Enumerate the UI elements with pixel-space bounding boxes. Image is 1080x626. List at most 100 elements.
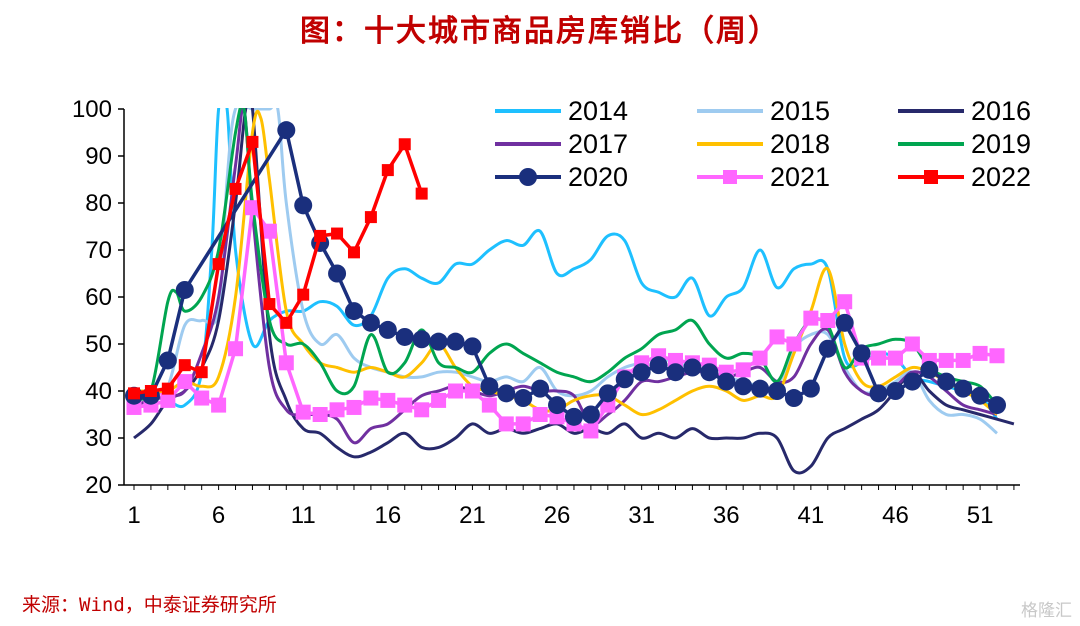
data-point bbox=[158, 351, 177, 370]
data-point bbox=[412, 330, 431, 349]
data-point bbox=[464, 383, 480, 399]
data-point bbox=[294, 196, 313, 215]
data-point bbox=[801, 379, 820, 398]
data-point bbox=[194, 390, 210, 406]
data-point bbox=[938, 352, 954, 368]
data-point bbox=[261, 223, 277, 239]
data-point bbox=[615, 370, 634, 389]
data-point bbox=[328, 264, 347, 283]
data-point bbox=[161, 382, 174, 395]
x-tick-label: 11 bbox=[291, 502, 316, 529]
y-tick-label: 20 bbox=[85, 472, 112, 499]
legend-label: 2021 bbox=[770, 162, 830, 192]
data-point bbox=[347, 246, 360, 259]
series-2022 bbox=[128, 135, 428, 400]
data-point bbox=[448, 383, 464, 399]
data-point bbox=[195, 366, 208, 379]
x-tick-label: 41 bbox=[798, 502, 825, 529]
data-point bbox=[175, 280, 194, 299]
legend-item-2022: 2022 bbox=[898, 162, 1031, 192]
data-point bbox=[395, 327, 414, 346]
data-point bbox=[397, 397, 413, 413]
data-point bbox=[548, 396, 567, 415]
data-point bbox=[211, 397, 227, 413]
legend-item-2019: 2019 bbox=[898, 129, 1031, 159]
data-point bbox=[314, 229, 327, 242]
legend-item-2016: 2016 bbox=[898, 96, 1031, 126]
legend-item-2018: 2018 bbox=[697, 129, 830, 159]
data-point bbox=[463, 337, 482, 356]
data-point bbox=[632, 363, 651, 382]
x-tick-label: 26 bbox=[544, 502, 571, 529]
data-point bbox=[955, 352, 971, 368]
watermark: 格隆汇 bbox=[1021, 601, 1072, 621]
data-point bbox=[583, 423, 599, 439]
data-point bbox=[178, 359, 191, 372]
data-point bbox=[988, 396, 1006, 415]
series-layer bbox=[125, 108, 1015, 475]
data-point bbox=[581, 405, 600, 424]
legend-label: 2014 bbox=[568, 96, 628, 126]
legend-label: 2022 bbox=[971, 162, 1031, 192]
data-point bbox=[429, 332, 448, 351]
data-point bbox=[752, 350, 768, 366]
y-tick-label: 70 bbox=[85, 237, 112, 264]
data-point bbox=[414, 402, 430, 418]
data-point bbox=[751, 379, 770, 398]
data-point bbox=[346, 399, 362, 415]
data-point bbox=[128, 387, 140, 400]
data-point bbox=[228, 341, 244, 357]
series-line-2021 bbox=[133, 205, 998, 433]
data-point bbox=[564, 407, 583, 426]
data-point bbox=[818, 339, 837, 358]
data-point bbox=[398, 138, 411, 151]
legend: 2014 2015 2016 2017 2018 2019 2020 2021 2022 bbox=[495, 96, 1031, 192]
y-tick-label: 40 bbox=[85, 378, 112, 405]
data-point bbox=[784, 389, 803, 408]
data-point bbox=[649, 356, 668, 375]
data-point bbox=[160, 392, 176, 408]
y-tick-label: 50 bbox=[85, 331, 112, 358]
legend-item-2014: 2014 bbox=[495, 96, 628, 126]
data-point bbox=[277, 121, 296, 140]
y-tick-label: 30 bbox=[85, 425, 112, 452]
data-point bbox=[498, 416, 514, 432]
data-point bbox=[481, 397, 497, 413]
x-tick-label: 1 bbox=[127, 502, 140, 529]
legend-item-2021: 2021 bbox=[697, 162, 830, 192]
data-point bbox=[278, 355, 294, 371]
data-point bbox=[297, 288, 310, 301]
data-point bbox=[244, 200, 260, 216]
data-point bbox=[769, 329, 785, 345]
data-point bbox=[683, 358, 702, 377]
data-point bbox=[869, 384, 888, 403]
data-point bbox=[363, 390, 379, 406]
data-point bbox=[735, 362, 751, 378]
x-tick-label: 21 bbox=[459, 502, 486, 529]
data-point bbox=[431, 392, 447, 408]
data-point bbox=[212, 258, 225, 271]
data-point bbox=[700, 363, 719, 382]
data-point bbox=[344, 302, 363, 321]
legend-label: 2015 bbox=[770, 96, 830, 126]
data-point bbox=[280, 316, 293, 329]
legend-item-2015: 2015 bbox=[697, 96, 830, 126]
legend-label: 2019 bbox=[971, 129, 1031, 159]
data-point bbox=[497, 384, 516, 403]
data-point bbox=[886, 382, 905, 400]
data-point bbox=[786, 336, 802, 352]
legend-label: 2016 bbox=[971, 96, 1031, 126]
data-point bbox=[329, 402, 345, 418]
data-point bbox=[666, 363, 685, 382]
data-point bbox=[378, 320, 397, 339]
data-point bbox=[331, 227, 344, 240]
series-2021 bbox=[126, 200, 1005, 439]
data-point bbox=[852, 344, 871, 363]
data-point bbox=[531, 379, 550, 398]
series-2020 bbox=[125, 121, 1006, 426]
series-2014 bbox=[133, 108, 999, 421]
legend-label: 2020 bbox=[568, 162, 628, 192]
source-note: 来源：Wind，中泰证券研究所 bbox=[22, 594, 277, 616]
